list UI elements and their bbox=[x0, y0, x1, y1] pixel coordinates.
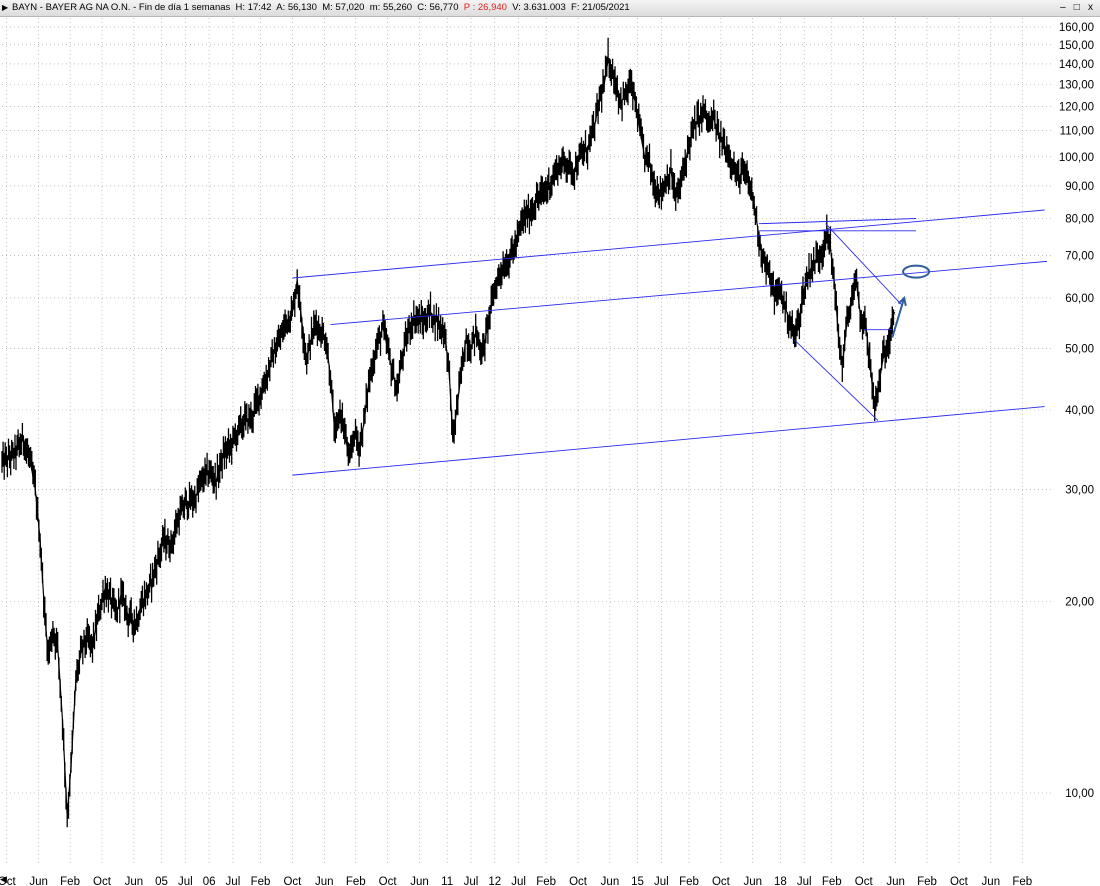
close-value: 56,770 bbox=[429, 2, 459, 13]
x-tick-label: Feb bbox=[679, 876, 699, 886]
x-tick-label: Jun bbox=[744, 876, 763, 886]
x-tick-label: Oct bbox=[283, 876, 302, 886]
x-tick-label: Feb bbox=[60, 876, 80, 886]
y-tick-label: 50,00 bbox=[1065, 343, 1094, 355]
hour-label: H: bbox=[235, 2, 246, 13]
open-value: 56,130 bbox=[287, 2, 317, 13]
hour-value: 17:42 bbox=[247, 2, 272, 13]
x-tick-label: 06 bbox=[203, 876, 216, 886]
x-tick-label: Feb bbox=[1012, 876, 1032, 886]
date-label: F: bbox=[571, 2, 580, 13]
minimize-button[interactable]: – bbox=[1060, 2, 1066, 13]
y-tick-label: 140,00 bbox=[1059, 59, 1094, 71]
x-tick-label: Feb bbox=[536, 876, 556, 886]
high-value: 57,020 bbox=[335, 2, 365, 13]
y-tick-label: 70,00 bbox=[1065, 250, 1094, 262]
p-value: 26,940 bbox=[477, 2, 507, 13]
price-series bbox=[1, 37, 896, 828]
x-axis: Oct Jun Feb Oct Jun 05 Jul 06 Jul Feb Oct Jun Feb Oct… bbox=[0, 876, 1032, 886]
x-tick-label: 11 bbox=[441, 876, 453, 886]
period: Fin de día 1 semanas bbox=[138, 2, 231, 13]
price-line bbox=[1, 57, 896, 817]
trendlines[interactable] bbox=[292, 209, 1048, 476]
trendline[interactable] bbox=[330, 260, 1048, 325]
x-tick-label: Jul bbox=[226, 876, 241, 886]
trendline[interactable] bbox=[292, 209, 1045, 279]
instrument-name: BAYER AG NA O.N. bbox=[45, 2, 131, 13]
x-tick-label: Feb bbox=[822, 876, 842, 886]
trendline[interactable] bbox=[292, 406, 1045, 476]
y-tick-label: 100,00 bbox=[1059, 152, 1094, 164]
chart-grid bbox=[2, 18, 1052, 866]
x-tick-label: Oct bbox=[0, 876, 17, 886]
up-arrow[interactable] bbox=[891, 297, 906, 338]
y-tick-label: 150,00 bbox=[1059, 40, 1094, 52]
x-tick-label: Oct bbox=[93, 876, 112, 886]
close-label: C: bbox=[417, 2, 427, 13]
y-tick-label: 20,00 bbox=[1065, 597, 1094, 609]
x-tick-label: Jul bbox=[511, 876, 526, 886]
chart-title: BAYN - BAYER AG NA O.N. - Fin de día 1 s… bbox=[12, 2, 630, 13]
volume-value: 3.631.003 bbox=[523, 2, 566, 13]
x-tick-label: Oct bbox=[569, 876, 588, 886]
low-label: m: bbox=[369, 2, 381, 13]
trendline[interactable] bbox=[758, 218, 917, 225]
y-tick-label: 120,00 bbox=[1059, 101, 1094, 113]
x-tick-label: Jun bbox=[982, 876, 1001, 886]
x-tick-label: Oct bbox=[712, 876, 731, 886]
x-tick-label: Jul bbox=[654, 876, 669, 886]
high-label: M: bbox=[322, 2, 333, 13]
y-tick-label: 60,00 bbox=[1065, 293, 1094, 305]
open-label: A: bbox=[276, 2, 286, 13]
y-tick-label: 40,00 bbox=[1065, 405, 1094, 417]
y-tick-label: 130,00 bbox=[1059, 79, 1094, 91]
p-label: P : bbox=[463, 2, 476, 13]
close-button[interactable]: x bbox=[1088, 2, 1093, 13]
y-tick-label: 30,00 bbox=[1065, 484, 1094, 496]
y-tick-label: 90,00 bbox=[1065, 181, 1094, 193]
y-tick-label: 10,00 bbox=[1065, 788, 1094, 800]
trendline[interactable] bbox=[794, 339, 879, 421]
low-value: 55,260 bbox=[382, 2, 413, 13]
x-tick-label: 15 bbox=[631, 876, 644, 886]
trendline[interactable] bbox=[825, 223, 903, 306]
x-tick-label: Jul bbox=[797, 876, 812, 886]
x-tick-label: 05 bbox=[155, 876, 168, 886]
y-tick-label: 160,00 bbox=[1059, 22, 1094, 34]
y-tick-label: 80,00 bbox=[1065, 214, 1094, 226]
x-tick-label: 12 bbox=[488, 876, 501, 886]
x-tick-label: Jul bbox=[464, 876, 479, 886]
x-tick-label: Feb bbox=[251, 876, 271, 886]
symbol: BAYN bbox=[12, 2, 38, 13]
scroll-left-icon[interactable]: ◀ bbox=[0, 874, 7, 884]
date-value: 21/05/2021 bbox=[582, 2, 630, 13]
x-tick-label: Jun bbox=[886, 876, 905, 886]
x-tick-label: Feb bbox=[346, 876, 366, 886]
x-tick-label: Jul bbox=[178, 876, 193, 886]
x-tick-label: Oct bbox=[855, 876, 874, 886]
arrow-head bbox=[897, 295, 907, 307]
x-tick-label: Jun bbox=[29, 876, 48, 886]
volume-label: V: bbox=[512, 2, 521, 13]
x-tick-label: Jun bbox=[315, 876, 334, 886]
chevron-right-icon[interactable]: ▶ bbox=[2, 3, 9, 12]
x-tick-label: Feb bbox=[917, 876, 937, 886]
x-tick-label: Jun bbox=[601, 876, 620, 886]
window-controls: – □ x bbox=[1057, 0, 1096, 16]
restore-button[interactable]: □ bbox=[1073, 2, 1080, 13]
x-tick-label: Jun bbox=[410, 876, 429, 886]
x-tick-label: Jun bbox=[125, 876, 144, 886]
y-axis: 170,00160,00150,00140,00130,00120,00110,… bbox=[1059, 0, 1094, 800]
x-tick-label: Oct bbox=[950, 876, 969, 886]
y-tick-label: 110,00 bbox=[1060, 126, 1094, 138]
x-tick-label: Oct bbox=[379, 876, 398, 886]
chart-title-bar: ▶ BAYN - BAYER AG NA O.N. - Fin de día 1… bbox=[0, 0, 1100, 17]
target-ellipse[interactable] bbox=[902, 264, 931, 279]
x-tick-label: 18 bbox=[774, 876, 787, 886]
